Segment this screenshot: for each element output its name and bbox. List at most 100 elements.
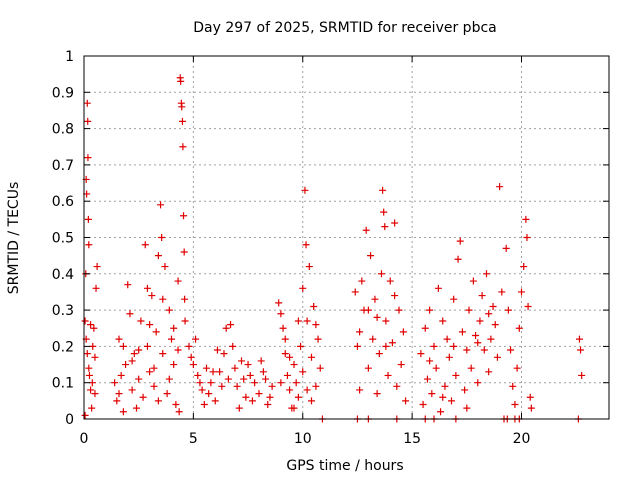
data-point [165,375,173,383]
data-point [174,346,182,354]
data-point [487,335,495,343]
data-point [458,328,466,336]
data-point [178,103,186,111]
grid-layer [84,56,609,419]
data-point [364,306,372,314]
data-point [192,335,200,343]
y-tick-label: 0 [65,412,74,428]
data-point [423,375,431,383]
data-point [428,390,436,398]
data-point [511,400,519,408]
data-point [207,379,215,387]
data-point [476,317,484,325]
data-point [209,368,217,376]
data-point [399,328,407,336]
data-point [308,397,315,405]
data-point [141,241,149,249]
data-point [290,404,298,412]
data-point [391,219,399,227]
y-tick-label: 0.4 [52,267,74,283]
data-point [81,317,89,325]
data-point [170,324,178,332]
data-point [216,368,224,376]
data-point [454,255,462,263]
data-point [262,375,270,383]
y-tick-label: 0.2 [52,339,74,355]
data-point [135,375,143,383]
data-point [277,310,285,318]
data-point [305,263,313,271]
data-point [292,379,300,387]
data-point [456,237,464,245]
x-tick-label: 10 [294,431,312,447]
data-point [163,390,171,398]
data-point [194,371,202,379]
data-point [179,143,187,151]
data-point [367,252,375,260]
data-point [393,382,401,390]
data-point [251,379,259,387]
data-point [378,270,385,278]
chart-title: Day 297 of 2025, SRMTID for receiver pbc… [193,20,496,36]
data-point [353,342,361,350]
data-point [238,357,245,365]
data-point [128,386,136,394]
data-point [397,361,405,369]
data-point [119,408,127,416]
data-point [196,379,204,387]
data-point [577,346,585,354]
data-point [115,390,123,398]
data-point [489,302,497,310]
data-point [373,313,381,321]
data-point [485,368,493,376]
data-point [242,393,250,401]
data-point [281,335,289,343]
data-point [152,328,160,336]
data-point [381,223,389,231]
data-point [248,397,256,405]
data-point [578,371,586,379]
data-point [89,342,97,350]
data-point [491,321,499,329]
data-point [92,284,100,292]
data-point [264,400,272,408]
data-point [139,393,147,401]
data-point [426,306,434,314]
data-point [205,390,213,398]
data-point [154,252,162,260]
data-point [113,397,121,405]
data-point [430,342,438,350]
data-point [240,375,248,383]
data-point [85,241,93,249]
data-point [364,364,372,372]
data-point [384,371,392,379]
data-point [133,404,140,412]
data-point [189,361,197,369]
data-point [172,400,180,408]
data-point [213,346,221,354]
data-point [211,397,219,405]
data-point [463,404,471,412]
data-point [146,368,154,376]
data-point [402,397,410,405]
data-point [527,404,535,412]
data-point [382,317,390,325]
data-point [283,371,291,379]
data-point [200,400,208,408]
data-point [126,310,134,318]
data-point [290,361,298,369]
data-point [124,281,132,289]
data-point [474,339,482,347]
data-point [426,357,434,365]
data-point [314,335,322,343]
data-point [504,306,512,314]
data-point [150,364,158,372]
data-point [434,284,442,292]
data-point [181,317,189,325]
data-point [450,342,458,350]
data-point [91,353,99,361]
data-point [268,382,276,390]
data-point [371,295,379,303]
data-point [461,386,469,394]
data-point [180,248,188,256]
